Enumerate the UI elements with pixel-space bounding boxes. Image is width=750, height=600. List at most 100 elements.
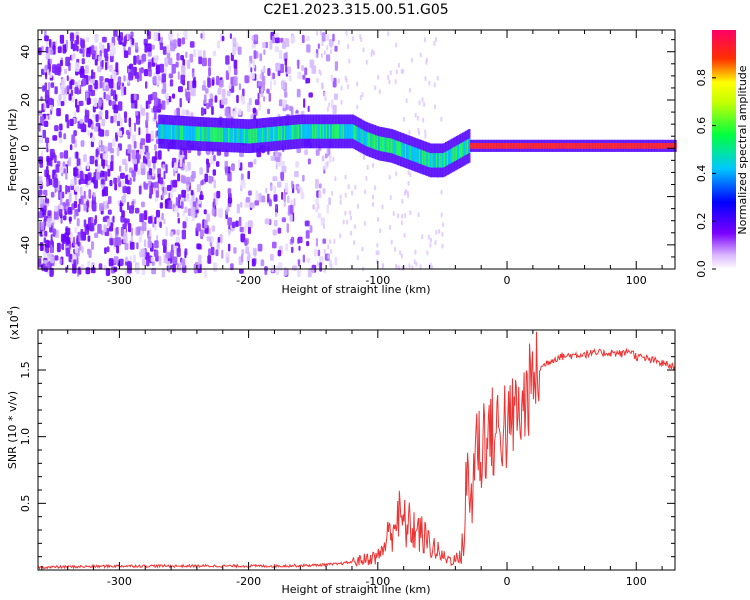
heatmap-cell xyxy=(278,50,283,60)
heatmap-cell xyxy=(112,138,116,148)
heatmap-cell xyxy=(80,264,85,271)
heatmap-cell xyxy=(337,40,340,45)
heatmap-cell xyxy=(259,53,263,62)
heatmap-cell xyxy=(286,125,290,140)
heatmap-cell xyxy=(344,210,347,216)
heatmap-cell xyxy=(434,240,437,246)
heatmap-cell xyxy=(155,190,159,198)
heatmap-cell xyxy=(239,226,244,233)
heatmap-cell xyxy=(332,33,335,42)
heatmap-cell xyxy=(115,132,118,140)
heatmap-cell xyxy=(207,255,212,264)
heatmap-cell xyxy=(441,153,445,168)
colorbar-tick-label: 0.0 xyxy=(695,260,708,278)
heatmap-cell xyxy=(603,143,606,149)
heatmap-cell xyxy=(153,105,158,113)
heatmap-cell xyxy=(59,184,62,193)
heatmap-cell xyxy=(180,55,184,61)
heatmap-cell xyxy=(77,203,81,213)
heatmap-cell xyxy=(429,237,432,243)
heatmap-cell xyxy=(654,143,657,149)
heatmap-cell xyxy=(522,143,525,149)
heatmap-cell xyxy=(373,134,376,150)
heatmap-cell xyxy=(94,35,99,43)
heatmap-cell xyxy=(199,229,205,237)
heatmap-cell xyxy=(393,139,396,155)
heatmap-cell xyxy=(389,195,392,200)
heatmap-cell xyxy=(538,143,541,149)
heatmap-cell xyxy=(508,143,511,149)
heatmap-cell xyxy=(410,146,414,161)
x-tick-label: 100 xyxy=(626,274,647,287)
heatmap-cell xyxy=(316,30,319,36)
heatmap-cell xyxy=(91,69,94,80)
heatmap-cell xyxy=(183,30,188,40)
heatmap-cell xyxy=(275,37,280,44)
heatmap-cell xyxy=(69,144,73,151)
heatmap-cell xyxy=(105,159,108,167)
heatmap-cell xyxy=(162,46,167,55)
heatmap-cell xyxy=(149,228,152,237)
heatmap-cell xyxy=(303,98,306,108)
heatmap-cell xyxy=(293,198,296,207)
heatmap-cell xyxy=(253,50,257,59)
heatmap-cell xyxy=(525,143,528,149)
heatmap-cell xyxy=(426,250,429,256)
heatmap-cell xyxy=(281,166,287,173)
heatmap-cell xyxy=(203,108,207,115)
heatmap-cell xyxy=(248,129,251,144)
heatmap-cell xyxy=(233,76,238,87)
heatmap-cell xyxy=(248,220,253,229)
heatmap-cell xyxy=(441,231,444,237)
heatmap-cell xyxy=(226,127,229,143)
heatmap-cell xyxy=(93,192,96,198)
heatmap-cell xyxy=(533,143,536,149)
heatmap-cell xyxy=(289,214,293,222)
heatmap-cell xyxy=(236,203,240,214)
heatmap-cell xyxy=(133,141,137,149)
heatmap-cell xyxy=(197,49,203,57)
heatmap-cell xyxy=(295,161,299,168)
colorbar-tick-label: 0.8 xyxy=(695,69,708,87)
heatmap-cell xyxy=(424,76,427,81)
heatmap-cell xyxy=(181,37,185,45)
heatmap-cell xyxy=(304,149,308,156)
heatmap-cell xyxy=(375,250,378,256)
heatmap-cell xyxy=(90,78,95,84)
heatmap-cell xyxy=(159,42,164,51)
heatmap-cell xyxy=(192,80,197,89)
heatmap-cell xyxy=(424,151,428,166)
heatmap-cell xyxy=(227,229,231,237)
heatmap-cell xyxy=(181,189,187,198)
heatmap-cell xyxy=(553,143,556,149)
heatmap-cell xyxy=(583,143,586,149)
heatmap-cell xyxy=(273,79,277,86)
heatmap-cell xyxy=(248,161,253,168)
heatmap-cell xyxy=(377,74,380,80)
figure-title: C2E1.2023.315.00.51.G05 xyxy=(263,2,448,18)
heatmap-cell xyxy=(105,110,109,120)
heatmap-cell xyxy=(328,124,331,139)
heatmap-cell xyxy=(581,143,584,149)
heatmap-cell xyxy=(641,143,645,149)
heatmap-cell xyxy=(124,217,127,224)
heatmap-cell xyxy=(213,155,216,162)
heatmap-cell xyxy=(321,82,324,90)
heatmap-cell xyxy=(300,124,303,139)
heatmap-cell xyxy=(218,79,224,88)
heatmap-cell xyxy=(86,206,89,213)
heatmap-cell xyxy=(171,93,176,99)
heatmap-cell xyxy=(589,143,592,149)
heatmap-cell xyxy=(238,128,241,143)
heatmap-cell xyxy=(311,65,317,74)
heatmap-cell xyxy=(41,45,44,53)
heatmap-cell xyxy=(323,50,326,56)
heatmap-cell xyxy=(163,186,168,195)
heatmap-y-axis-title: Frequency (Hz) xyxy=(6,109,19,192)
heatmap-cell xyxy=(614,143,617,149)
heatmap-cell xyxy=(54,125,59,132)
heatmap-cell xyxy=(567,143,570,149)
heatmap-cell xyxy=(257,92,260,100)
heatmap-cell xyxy=(146,43,152,52)
heatmap-cell xyxy=(671,143,674,149)
